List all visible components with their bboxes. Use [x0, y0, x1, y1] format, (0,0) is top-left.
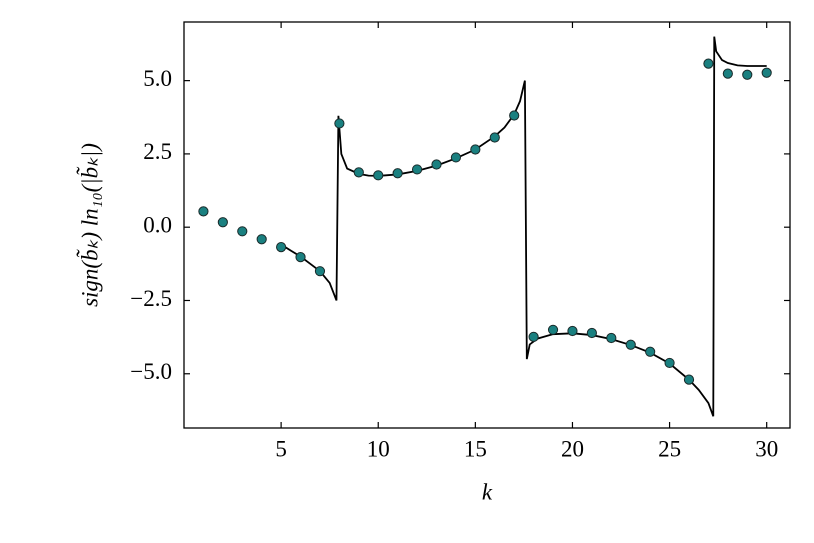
- data-point: [276, 242, 287, 253]
- data-point: [761, 67, 772, 78]
- data-point: [198, 206, 209, 217]
- series-line: [278, 36, 767, 417]
- y-axis-label: sign(b̃ₖ) ln₁₀(|b̃ₖ|): [76, 143, 103, 307]
- x-axis-label: k: [482, 479, 493, 504]
- plot-frame: [183, 21, 791, 429]
- y-tick-label: −5.0: [130, 359, 172, 384]
- data-point: [470, 144, 481, 155]
- data-point: [431, 159, 442, 170]
- data-point: [625, 339, 636, 350]
- data-point: [683, 374, 695, 385]
- data-point: [664, 357, 675, 369]
- data-point: [645, 346, 656, 357]
- data-point: [489, 132, 500, 143]
- data-point: [722, 68, 733, 79]
- data-point: [411, 164, 423, 175]
- y-tick-label: 0.0: [143, 212, 172, 237]
- x-tick-label: 10: [367, 436, 390, 461]
- data-point: [606, 332, 617, 344]
- data-point: [392, 168, 403, 179]
- data-point: [450, 152, 462, 163]
- data-point: [373, 170, 384, 181]
- data-point: [237, 226, 248, 237]
- data-point: [567, 325, 578, 337]
- data-point: [334, 118, 345, 129]
- data-point: [256, 234, 267, 245]
- y-tick-label: 2.5: [143, 139, 172, 164]
- x-tick-label: 5: [275, 436, 287, 461]
- x-tick-label: 15: [464, 436, 487, 461]
- data-point: [742, 69, 753, 80]
- data-point: [295, 251, 306, 263]
- data-point: [314, 266, 326, 277]
- data-point: [353, 167, 364, 178]
- y-tick-label: 5.0: [143, 66, 172, 91]
- data-point: [509, 110, 520, 121]
- x-tick-label: 30: [755, 436, 778, 461]
- data-point: [528, 331, 539, 342]
- x-tick-label: 25: [658, 436, 681, 461]
- data-point: [217, 217, 228, 228]
- x-tick-label: 20: [561, 436, 584, 461]
- y-tick-label: −2.5: [130, 286, 172, 311]
- data-point: [547, 324, 559, 335]
- data-point: [586, 327, 597, 339]
- data-point: [703, 58, 714, 69]
